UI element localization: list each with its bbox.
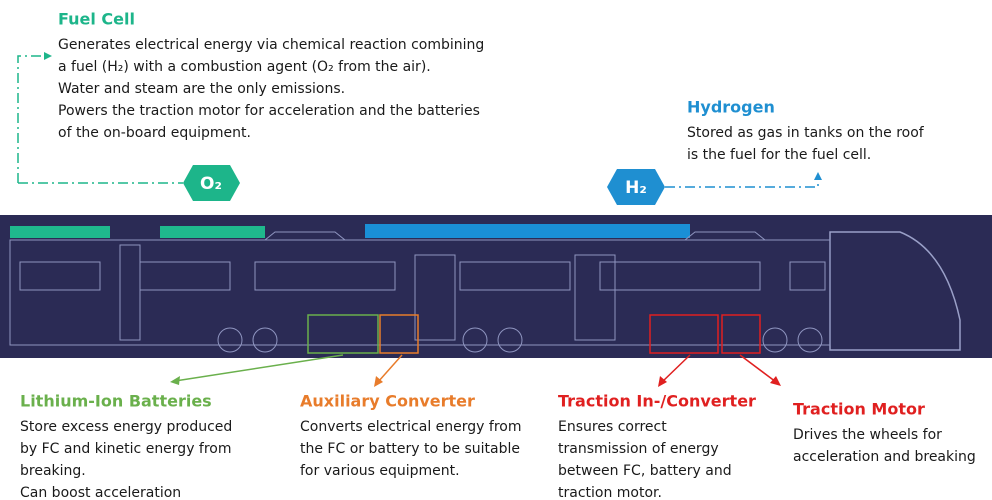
- block-title: Hydrogen: [687, 98, 775, 117]
- block-line: of the on-board equipment.: [58, 125, 251, 141]
- block-line: Drives the wheels for: [793, 427, 942, 443]
- block-line: acceleration and breaking: [793, 449, 976, 465]
- block-line: a fuel (H₂) with a combustion agent (O₂ …: [58, 59, 431, 75]
- train: [0, 215, 992, 358]
- block-line: Stored as gas in tanks on the roof: [687, 125, 925, 141]
- block-line: transmission of energy: [558, 441, 719, 457]
- h2-label: H₂: [625, 178, 647, 198]
- block-line: is the fuel for the fuel cell.: [687, 147, 871, 163]
- block-title: Traction In-/Converter: [558, 392, 756, 411]
- block-line: the FC or battery to be suitable: [300, 441, 520, 457]
- block-line: Can boost acceleration: [20, 485, 181, 500]
- o2-badge: [183, 165, 240, 201]
- block-line: traction motor.: [558, 485, 662, 500]
- block-line: Generates electrical energy via chemical…: [58, 37, 484, 53]
- block-line: breaking.: [20, 463, 86, 479]
- block-line: Store excess energy produced: [20, 419, 232, 435]
- block-title: Lithium-Ion Batteries: [20, 392, 212, 411]
- block-line: Water and steam are the only emissions.: [58, 81, 345, 97]
- texts: Fuel Cell Generates electrical energy via…: [20, 10, 976, 500]
- block-line: Powers the traction motor for accelerati…: [58, 103, 480, 119]
- h2-badge: [607, 169, 665, 205]
- arrow-head: [814, 172, 822, 180]
- connectors: [17, 55, 819, 188]
- arrows: [170, 354, 781, 387]
- block-title: Auxiliary Converter: [300, 392, 475, 411]
- block-line: between FC, battery and: [558, 463, 732, 479]
- block-line: Ensures correct: [558, 419, 667, 435]
- block-line: for various equipment.: [300, 463, 460, 479]
- block-title: Traction Motor: [793, 400, 925, 419]
- o2-label: O₂: [200, 174, 222, 194]
- block-line: Converts electrical energy from: [300, 419, 521, 435]
- block-line: by FC and kinetic energy from: [20, 441, 232, 457]
- block-title: Fuel Cell: [58, 10, 135, 29]
- arrow-head: [44, 52, 52, 60]
